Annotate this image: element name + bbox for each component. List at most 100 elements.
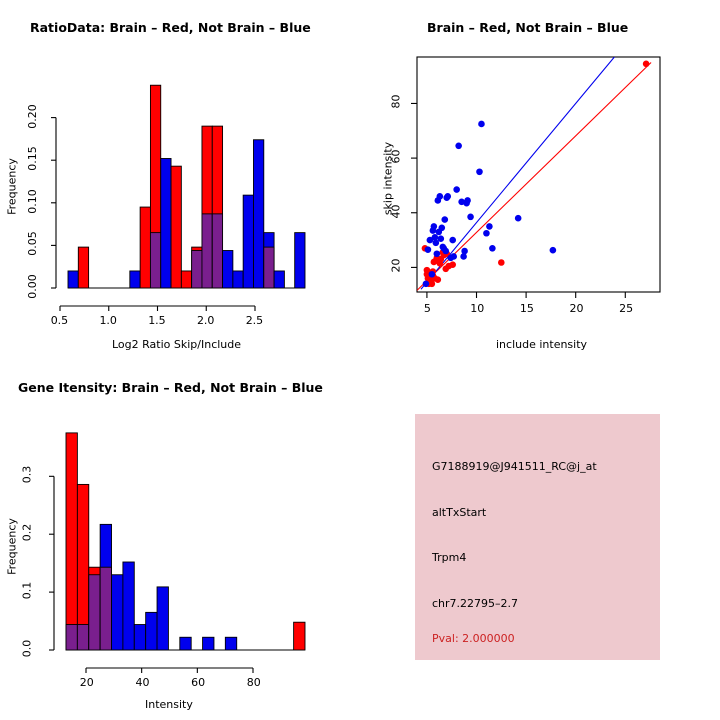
hist-bar-8 [156,586,169,651]
y-tick-label-1: 0.05 [25,231,39,257]
x-tick-label-4: 2.5 [245,314,264,327]
hist-bar-18 [294,232,306,289]
hist-bar-overlap-0 [65,624,78,651]
hist-bar-2 [129,270,141,289]
hist-bar-overlap-4 [149,232,162,289]
scatter-point-blue-29 [464,197,471,204]
scatter-point-red-17 [434,276,442,284]
scatter-point-blue-23 [453,186,460,193]
scatter-point-blue-26 [460,253,467,260]
panel-scatter-title: Brain – Red, Not Brain – Blue [427,20,629,35]
x-tick-label-2: 1.5 [148,314,166,327]
scatter-point-blue-31 [476,168,483,176]
hist-bar-13 [242,194,254,289]
scatter-x-tick-label-4: 25 [619,302,634,315]
info-probe-id: G7188919@J941511_RC@j_at [432,460,597,473]
y-tick-label-0: 0.0 [20,639,34,658]
scatter-point-blue-8 [433,250,441,258]
x-tick-label-3: 2.0 [196,314,215,327]
hist-bar-12 [202,636,215,651]
info-event-type: altTxStart [432,506,487,519]
y-tick-label-3: 0.15 [25,146,39,171]
info-gene-symbol: Trpm4 [432,551,467,564]
panel-scatter-xlabel: include intensity [496,338,588,351]
y-tick-label-2: 0.10 [25,189,39,214]
panel-ratio-xlabel: Log2 Ratio Skip/Include [112,338,242,351]
x-tick-label-2: 60 [191,676,206,689]
scatter-point-blue-2 [426,236,434,244]
hist-bar-overlap-9 [201,213,213,289]
scatter-content [417,57,652,291]
scatter-point-blue-24 [455,142,462,150]
trend-line-blue-fit [420,57,615,290]
scatter-point-blue-1 [424,246,432,253]
scatter-y-tick-label-1: 40 [389,204,403,219]
scatter-point-blue-37 [549,246,557,254]
panel-ratio-title: RatioData: Brain – Red, Not Brain – Blue [30,20,311,35]
panel-gene-histogram: Gene Itensity: Brain – Red, Not Brain – … [0,360,360,720]
scatter-x-tick-label-3: 20 [569,302,584,315]
hist-bar-1 [77,246,90,289]
x-tick-label-1: 1.0 [99,314,117,327]
panel-scatter-plot: Brain – Red, Not Brain – Blue include in… [360,0,720,360]
scatter-point-blue-6 [431,234,439,241]
scatter-point-blue-32 [478,120,485,128]
trend-line-red-fit [417,62,652,291]
scatter-point-blue-17 [442,247,450,255]
scatter-point-blue-5 [430,223,438,230]
hist-bar-6 [133,624,147,651]
y-tick-label-1: 0.1 [20,581,34,600]
hist-bar-6 [170,165,182,289]
x-tick-label-1: 40 [135,676,150,689]
hist-bar-16 [273,270,285,289]
scatter-point-blue-13 [438,224,446,232]
hist-bar-5 [160,158,172,289]
scatter-x-tick-label-1: 10 [470,302,485,315]
info-pvalue: Pval: 2.000000 [432,632,515,645]
scatter-y-tick-label-2: 60 [389,149,403,164]
scatter-point-blue-7 [432,239,440,247]
scatter-point-red-26 [498,259,505,266]
y-tick-label-4: 0.20 [25,103,39,129]
scatter-y-tick-label-3: 80 [389,94,403,109]
x-tick-label-0: 20 [79,676,94,689]
panel-gene-xlabel: Intensity [145,698,193,711]
y-tick-label-0: 0.00 [25,274,39,299]
scatter-point-red-25 [449,261,457,268]
gene-info-box [415,414,660,660]
hist-bar-overlap-3 [99,566,112,651]
hist-bar-overlap-15 [263,246,275,289]
scatter-point-blue-36 [514,214,522,222]
scatter-point-blue-3 [428,270,436,278]
panel-ratio-histogram: RatioData: Brain – Red, Not Brain – Blue… [0,0,360,360]
panel-scatter-canvas [411,56,661,298]
panel-gene-title: Gene Itensity: Brain – Red, Not Brain – … [18,380,323,395]
hist-bar-overlap-8 [191,250,203,289]
scatter-point-blue-0 [422,280,430,288]
hist-bar-7 [180,270,193,289]
hist-bar-overlap-1 [76,624,90,651]
x-tick-label-0: 0.5 [50,314,69,327]
y-tick-label-3: 0.3 [20,466,34,484]
scatter-point-blue-25 [458,198,465,206]
scatter-point-blue-30 [467,213,474,221]
scatter-point-blue-22 [450,253,457,260]
hist-bar-7 [145,611,158,651]
scatter-x-tick-label-0: 5 [423,302,431,315]
hist-bar-overlap-10 [211,213,224,289]
hist-bar-14 [224,636,238,651]
scatter-x-tick-label-2: 15 [519,302,534,315]
hist-bar-0 [65,432,78,651]
scatter-point-blue-21 [449,236,457,244]
scatter-point-red-10 [428,280,436,288]
scatter-point-blue-34 [486,223,493,230]
hist-bar-0 [67,270,79,289]
hist-bar-10 [179,636,192,651]
scatter-point-blue-35 [489,244,496,252]
y-tick-label-2: 0.2 [20,523,34,542]
hist-bar-4 [111,574,124,651]
hist-bar-5 [122,561,135,651]
scatter-point-blue-27 [461,247,468,255]
hist-bar-12 [232,270,244,289]
